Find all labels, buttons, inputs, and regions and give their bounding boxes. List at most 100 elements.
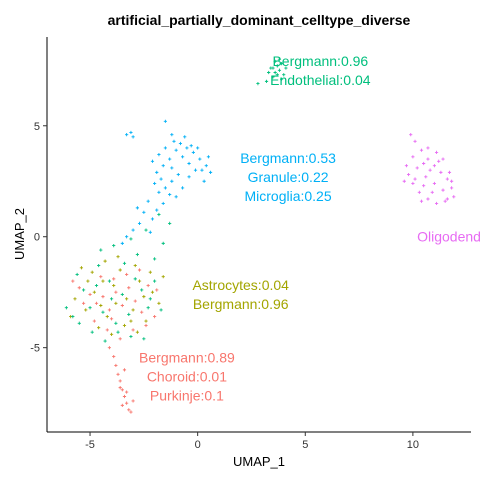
data-point	[426, 146, 430, 150]
data-point	[118, 386, 122, 390]
data-point	[271, 75, 275, 79]
data-point	[105, 328, 109, 332]
data-point	[133, 277, 137, 281]
data-point	[103, 259, 107, 263]
data-point	[129, 334, 133, 339]
data-point	[109, 332, 114, 336]
data-point	[135, 206, 139, 210]
data-point	[137, 268, 142, 272]
data-point	[122, 261, 127, 265]
data-point	[127, 312, 131, 316]
data-point	[109, 297, 114, 301]
data-point	[157, 153, 161, 157]
data-point	[163, 186, 167, 190]
data-point	[155, 288, 159, 292]
data-point	[284, 66, 288, 70]
data-point	[84, 308, 88, 312]
data-point	[204, 164, 208, 168]
data-point	[271, 66, 275, 70]
data-point	[79, 266, 84, 270]
data-point	[105, 315, 109, 319]
data-point	[131, 135, 135, 139]
data-point	[450, 186, 454, 190]
data-point	[161, 201, 165, 206]
data-point	[99, 248, 103, 252]
data-point	[140, 310, 144, 314]
data-point	[129, 319, 133, 323]
data-point	[131, 228, 135, 232]
data-point	[114, 301, 118, 305]
data-point	[114, 321, 118, 325]
data-point	[273, 59, 277, 64]
data-point	[432, 164, 437, 168]
data-point	[174, 148, 178, 152]
data-point	[447, 170, 452, 174]
data-point	[411, 155, 415, 159]
data-point	[88, 306, 92, 310]
data-point	[114, 363, 118, 368]
data-point	[129, 410, 133, 414]
data-point	[133, 263, 137, 268]
y-tick-label: -5	[30, 343, 40, 355]
data-point	[133, 299, 137, 303]
data-point	[153, 315, 157, 319]
data-point	[86, 279, 90, 283]
data-point	[275, 73, 279, 77]
data-point	[157, 301, 161, 305]
data-point	[140, 288, 144, 292]
data-point	[103, 339, 107, 343]
data-point	[120, 241, 124, 245]
data-point	[176, 172, 180, 177]
data-point	[135, 330, 139, 334]
data-point	[137, 221, 142, 226]
data-point	[107, 346, 112, 350]
data-point	[163, 119, 167, 123]
data-point	[77, 286, 81, 290]
data-point	[202, 179, 206, 183]
data-point	[90, 330, 94, 334]
data-point	[428, 168, 432, 172]
data-point	[198, 157, 202, 161]
data-point	[116, 255, 120, 259]
data-point	[200, 168, 204, 172]
data-point	[118, 337, 122, 341]
cluster-annotation-line: Choroid:0.01	[147, 369, 227, 385]
data-point	[163, 146, 167, 150]
data-point	[116, 372, 120, 376]
data-point	[180, 186, 185, 190]
cluster-points	[402, 133, 456, 206]
data-point	[161, 241, 165, 245]
data-point	[277, 68, 282, 72]
data-point	[144, 228, 148, 232]
data-point	[432, 181, 437, 186]
data-point	[180, 155, 185, 159]
data-point	[196, 146, 200, 150]
data-point	[127, 286, 131, 290]
data-point	[445, 177, 449, 181]
data-point	[277, 57, 282, 61]
x-axis-title: UMAP_1	[233, 454, 285, 469]
data-point	[112, 283, 116, 288]
data-point	[168, 221, 172, 226]
data-point	[430, 190, 434, 194]
cluster-annotation-line: Bergmann:0.89	[139, 350, 235, 366]
x-tick-label: 0	[195, 439, 201, 451]
data-point	[404, 164, 409, 168]
data-point	[439, 170, 443, 174]
data-point	[450, 179, 454, 183]
data-point	[101, 310, 105, 314]
data-point	[422, 184, 426, 188]
data-point	[137, 279, 142, 283]
data-point	[172, 139, 176, 143]
data-point	[411, 181, 415, 186]
data-point	[452, 195, 456, 199]
data-point	[94, 283, 99, 288]
data-point	[441, 188, 445, 192]
data-point	[443, 199, 447, 203]
data-point	[170, 179, 174, 183]
x-tick-label: -5	[85, 439, 95, 451]
cluster-annotation-line: Purkinje:0.1	[150, 388, 224, 404]
data-point	[144, 319, 148, 323]
y-axis-ticks: 5 0 -5	[30, 121, 47, 355]
data-point	[161, 275, 165, 279]
